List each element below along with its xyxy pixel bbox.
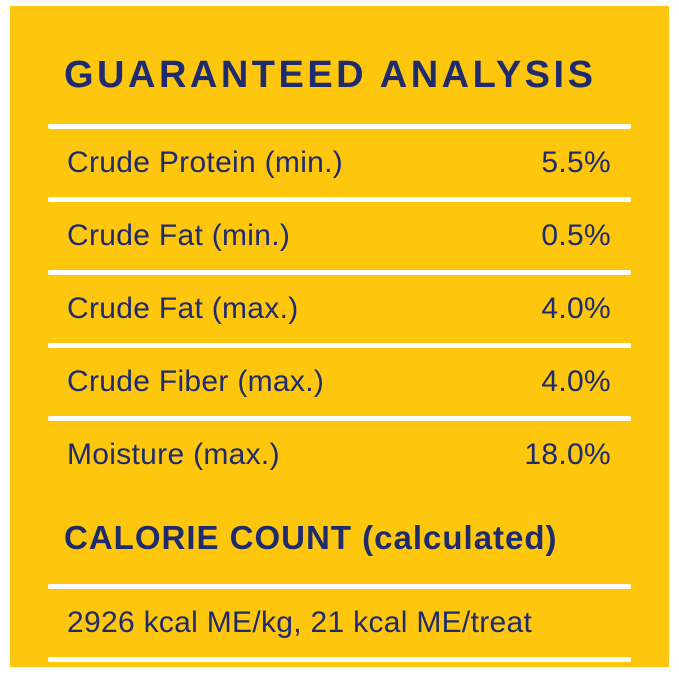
divider: [48, 197, 631, 202]
calorie-count-value: 2926 kcal ME/kg, 21 kcal ME/treat: [67, 606, 533, 639]
nutrient-value: 4.0%: [541, 292, 611, 325]
nutrient-value: 18.0%: [524, 438, 611, 471]
divider: [48, 343, 631, 348]
calorie-count-heading: CALORIE COUNT (calculated): [64, 519, 558, 556]
divider: [48, 124, 631, 129]
nutrient-name: Moisture (max.): [67, 438, 280, 471]
guaranteed-analysis-panel: GUARANTEED ANALYSIS Crude Protein (min.)…: [10, 6, 669, 667]
analysis-row: Crude Fat (min.) 0.5%: [48, 202, 631, 270]
nutrient-value: 4.0%: [541, 365, 611, 398]
analysis-row: Crude Fat (max.) 4.0%: [48, 275, 631, 343]
analysis-row: Crude Fiber (max.) 4.0%: [48, 348, 631, 416]
divider: [48, 270, 631, 275]
divider: [48, 416, 631, 421]
nutrient-name: Crude Fiber (max.): [67, 365, 325, 398]
nutrient-name: Crude Fat (min.): [67, 219, 291, 252]
nutrient-name: Crude Protein (min.): [67, 146, 344, 179]
divider: [48, 657, 631, 662]
nutrient-value: 5.5%: [541, 146, 611, 179]
analysis-row: Moisture (max.) 18.0%: [48, 421, 631, 489]
divider: [48, 584, 631, 589]
nutrient-value: 0.5%: [541, 219, 611, 252]
analysis-row: Crude Protein (min.) 5.5%: [48, 129, 631, 197]
nutrient-name: Crude Fat (max.): [67, 292, 299, 325]
guaranteed-analysis-title: GUARANTEED ANALYSIS: [64, 54, 597, 96]
